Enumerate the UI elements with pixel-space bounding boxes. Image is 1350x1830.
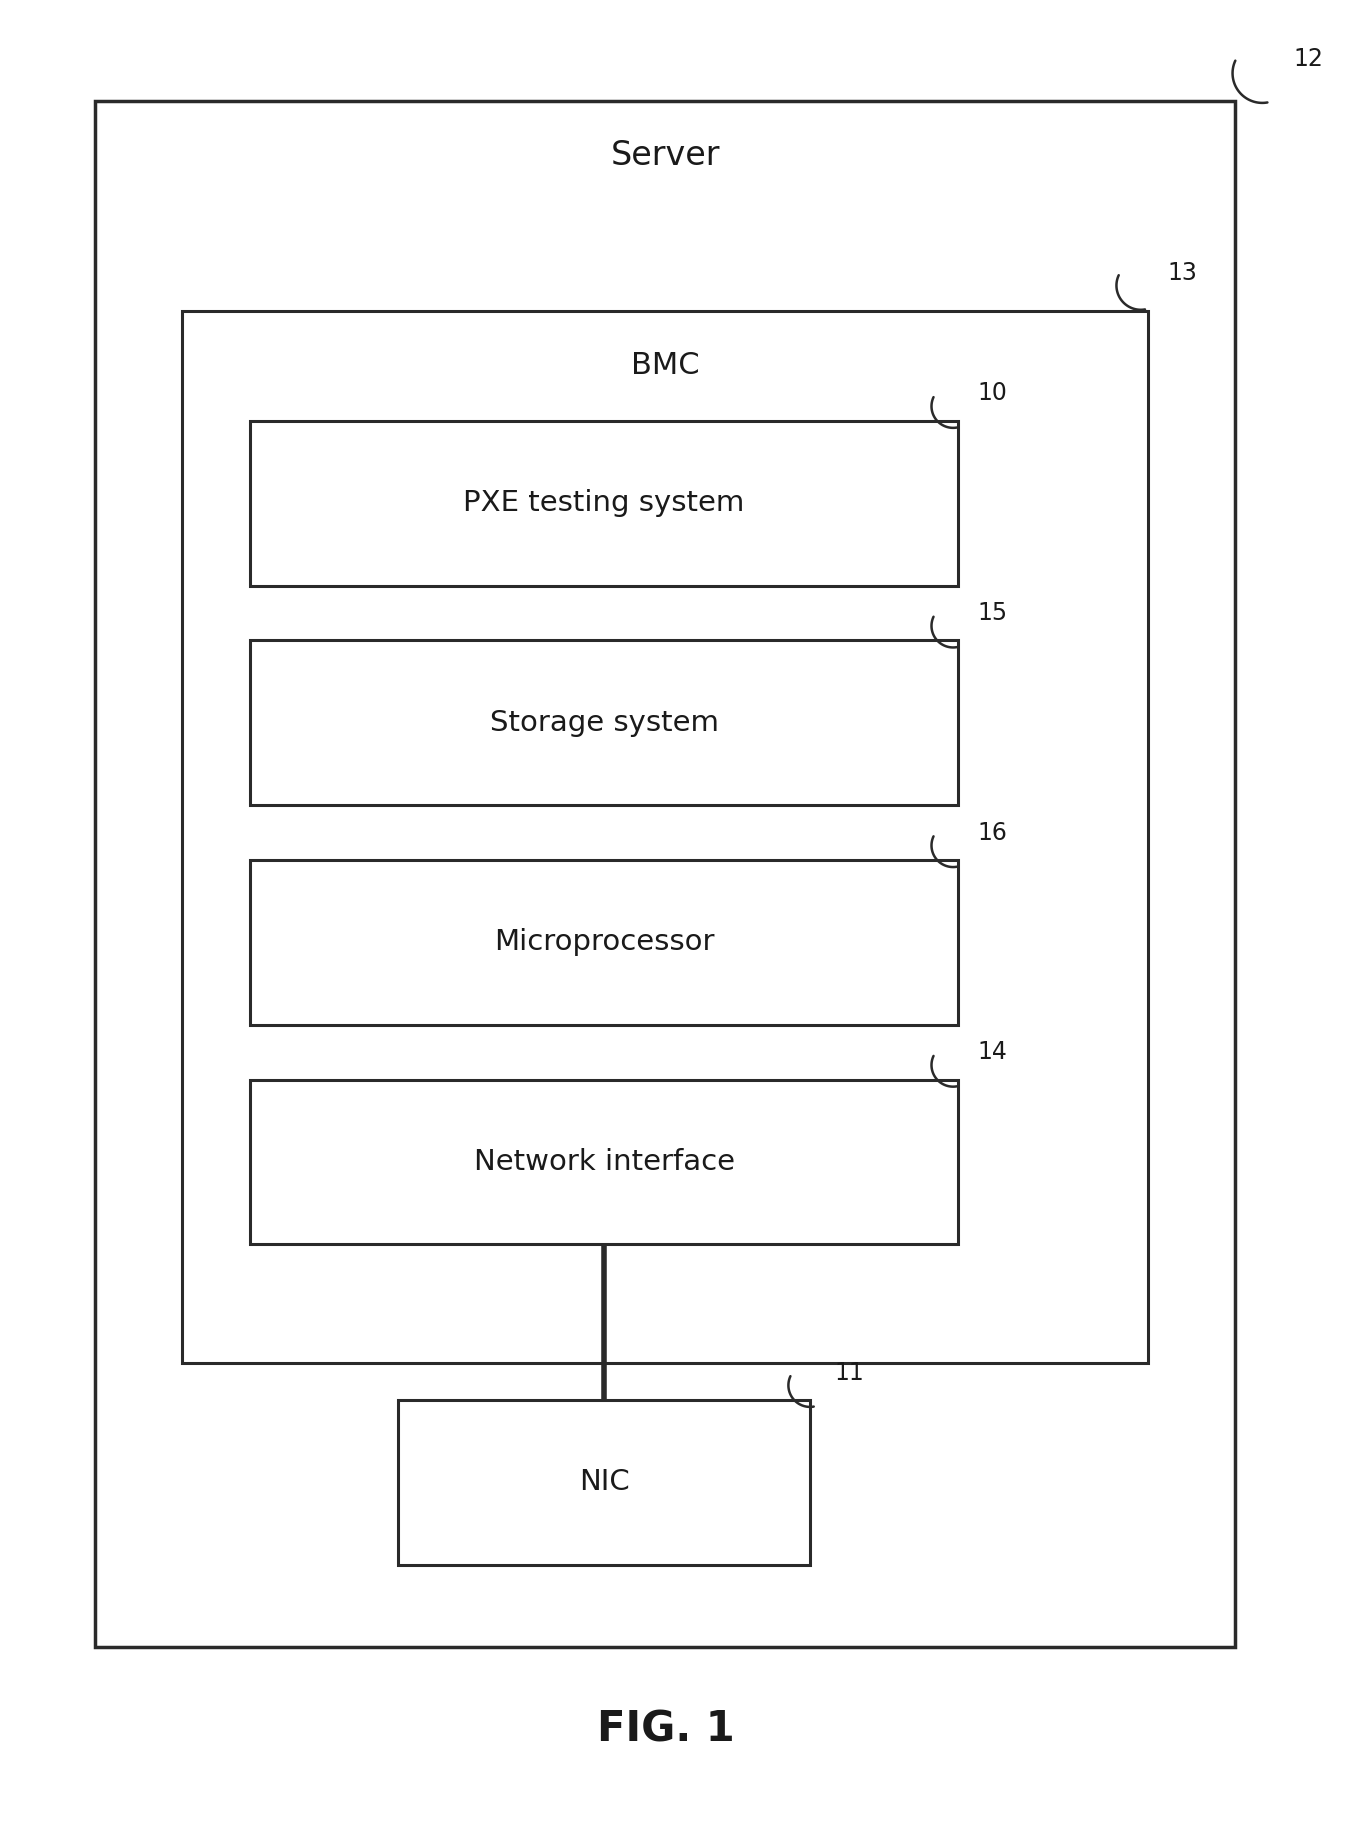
Bar [95, 101, 1235, 1647]
Text: 13: 13 [1168, 260, 1197, 285]
Bar [250, 860, 958, 1025]
Text: FIG. 1: FIG. 1 [597, 1709, 734, 1749]
Text: PXE testing system: PXE testing system [463, 489, 745, 518]
Text: Server: Server [610, 139, 721, 172]
Text: 12: 12 [1293, 46, 1323, 71]
Text: Storage system: Storage system [490, 708, 718, 737]
Text: BMC: BMC [632, 351, 699, 381]
Bar [250, 1080, 958, 1244]
Bar [398, 1400, 810, 1565]
Text: Network interface: Network interface [474, 1147, 734, 1177]
Text: NIC: NIC [579, 1468, 629, 1497]
Bar [182, 311, 1148, 1363]
Text: 10: 10 [977, 381, 1007, 406]
Bar [250, 421, 958, 586]
Text: 15: 15 [977, 600, 1007, 626]
Text: 16: 16 [977, 820, 1007, 845]
Bar [250, 640, 958, 805]
Text: 14: 14 [977, 1039, 1007, 1065]
Text: Microprocessor: Microprocessor [494, 928, 714, 957]
Text: 11: 11 [834, 1360, 864, 1385]
